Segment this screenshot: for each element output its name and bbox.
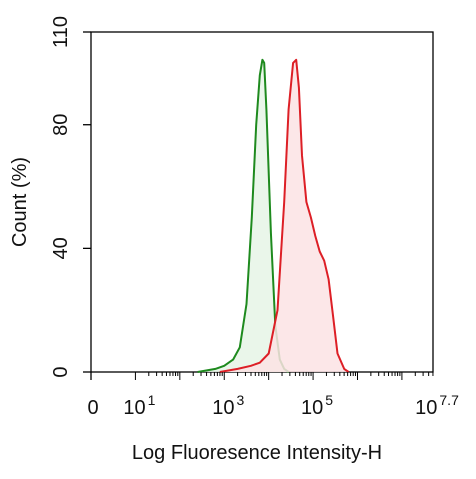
y-tick-label: 80: [50, 114, 72, 136]
x-tick-label: 10 5: [301, 392, 333, 419]
series-1-fill: [197, 59, 289, 373]
y-tick-label: 0: [50, 366, 72, 377]
series-2-line: [219, 58, 350, 373]
x-axis: 0 10 1 10 3 10 5 10 7.7: [87, 372, 459, 419]
y-tick-label: 110: [50, 16, 72, 48]
y-tick-label: 40: [50, 237, 72, 259]
x-tick-label: 10 7.7: [415, 392, 459, 419]
y-axis-label: Count (%): [9, 157, 31, 247]
x-tick-label: 10 3: [212, 392, 244, 419]
x-tick-label: 0: [87, 397, 98, 419]
y-axis: 0 40 80 110: [50, 16, 91, 378]
x-axis-label: Log Fluoresence Intensity-H: [132, 442, 382, 464]
series-layer: [197, 58, 350, 373]
x-tick-label: 10 1: [123, 392, 155, 419]
